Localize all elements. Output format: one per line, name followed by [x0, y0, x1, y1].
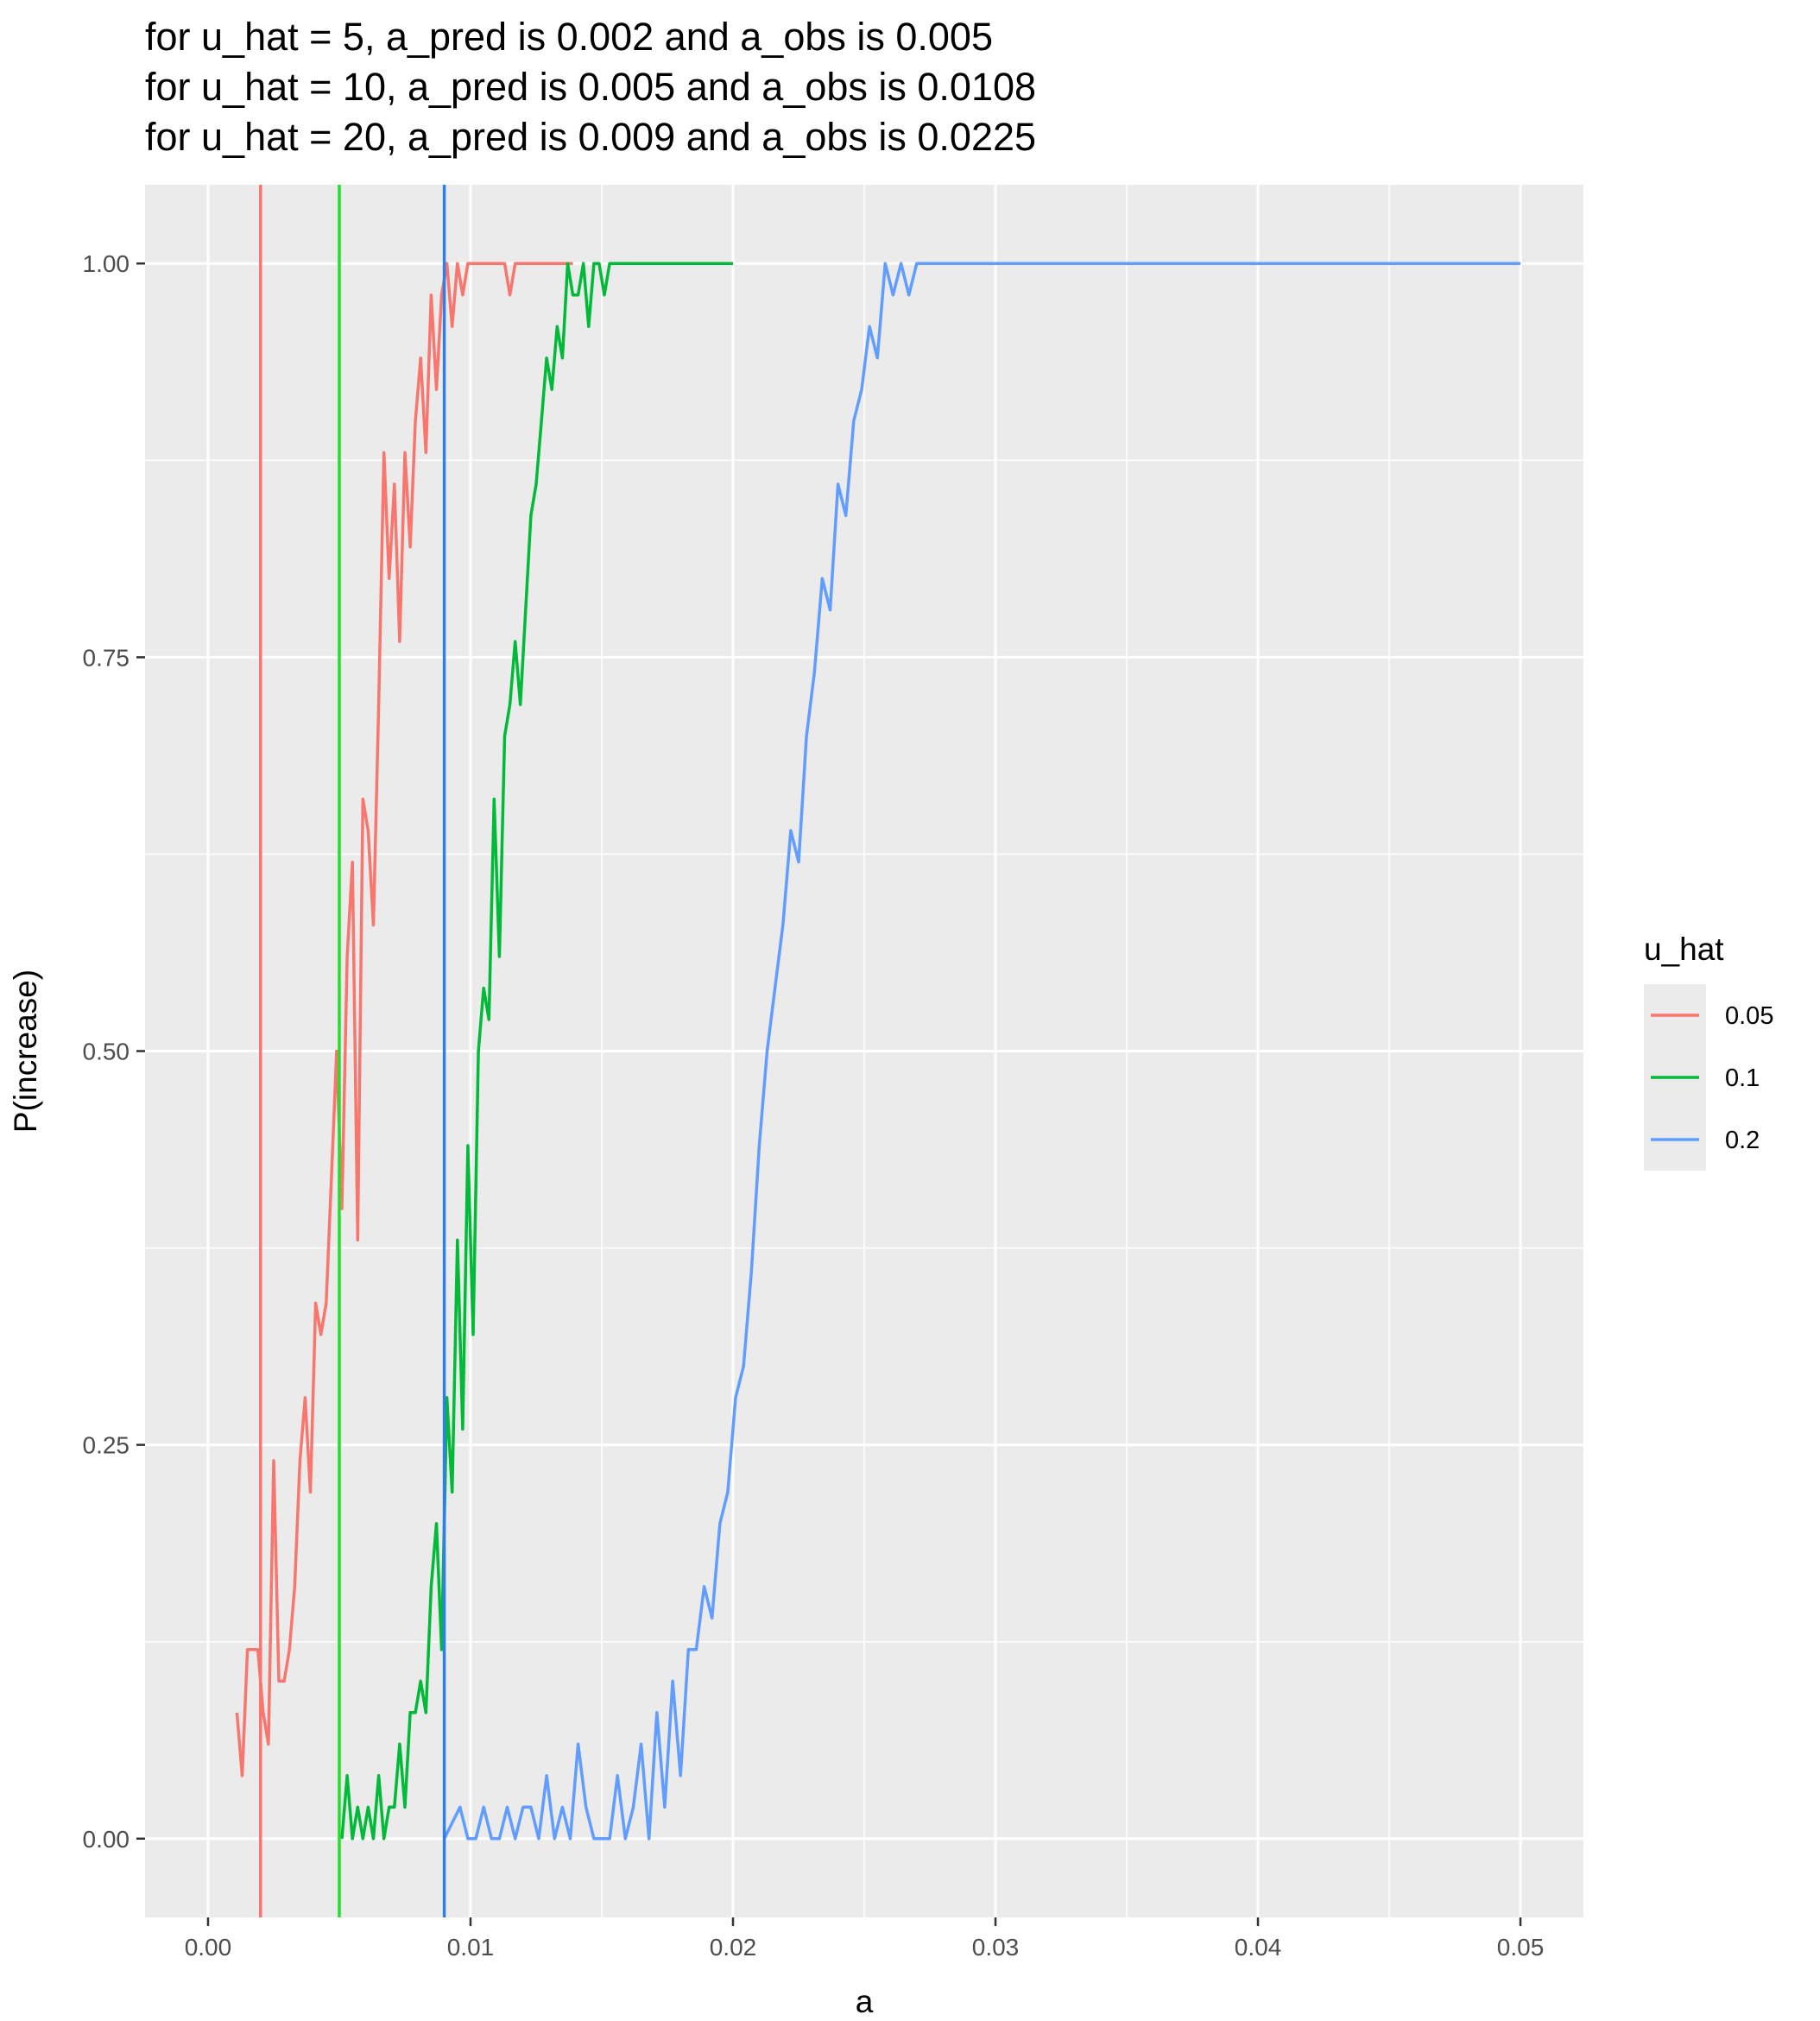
series-line-0.05: [235, 262, 573, 1778]
series-line-0.2: [443, 262, 1520, 1841]
legend-entries: 0.05 0.1 0.2: [1651, 1002, 1773, 1154]
y-tick-label: 0.75: [83, 644, 130, 671]
x-axis-title: a: [856, 1984, 874, 2019]
reference-vlines: [259, 185, 446, 1917]
x-tick-label: 0.00: [185, 1934, 232, 1961]
y-axis-title: P(increase): [8, 969, 43, 1133]
chart-title: for u_hat = 5, a_pred is 0.002 and a_obs…: [145, 15, 1036, 159]
title-line-1: for u_hat = 5, a_pred is 0.002 and a_obs…: [145, 15, 993, 59]
series-line-0.1: [340, 262, 733, 1841]
series-lines: [235, 262, 1520, 1841]
y-axis-ticks: 0.00 0.25 0.50 0.75 1.00: [83, 250, 145, 1853]
x-tick-label: 0.03: [972, 1934, 1020, 1961]
x-tick-label: 0.05: [1497, 1934, 1545, 1961]
legend: u_hat 0.05 0.1 0.2: [1644, 932, 1773, 1171]
title-line-2: for u_hat = 10, a_pred is 0.005 and a_ob…: [145, 65, 1036, 109]
legend-label-0.2: 0.2: [1725, 1127, 1760, 1154]
legend-label-0.1: 0.1: [1725, 1064, 1760, 1092]
x-axis-ticks: 0.00 0.01 0.02 0.03 0.04 0.05: [185, 1917, 1545, 1961]
title-line-3: for u_hat = 20, a_pred is 0.009 and a_ob…: [145, 115, 1036, 159]
y-tick-label: 1.00: [83, 250, 130, 277]
y-tick-label: 0.00: [83, 1826, 130, 1853]
y-tick-label: 0.25: [83, 1432, 130, 1459]
x-tick-label: 0.01: [447, 1934, 495, 1961]
x-tick-label: 0.04: [1235, 1934, 1282, 1961]
legend-title: u_hat: [1644, 932, 1724, 967]
x-tick-label: 0.02: [710, 1934, 757, 1961]
y-tick-label: 0.50: [83, 1039, 130, 1065]
legend-label-0.05: 0.05: [1725, 1002, 1773, 1030]
